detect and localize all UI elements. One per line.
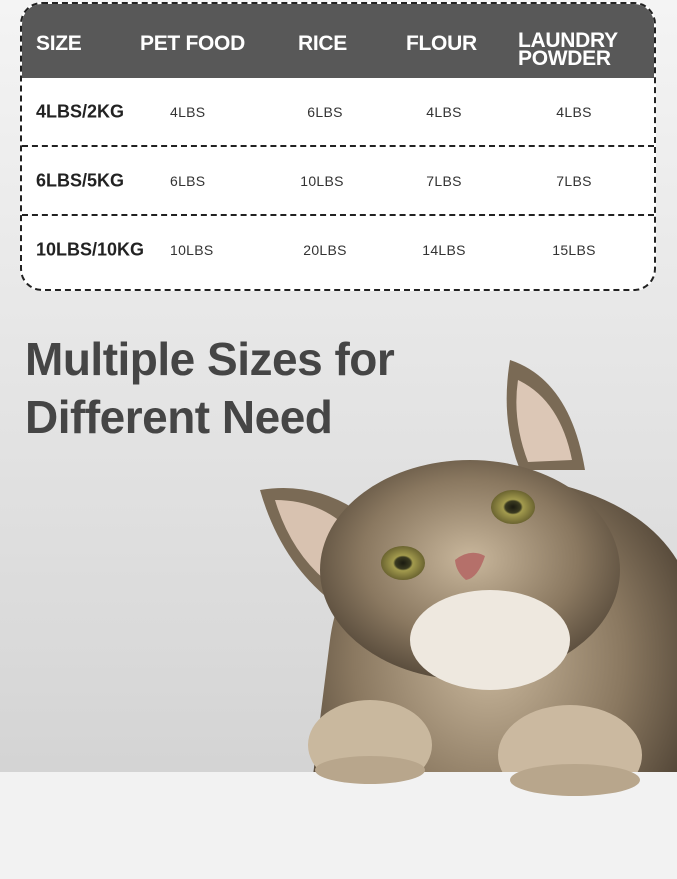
pet-food-cell: 6LBS <box>170 173 206 189</box>
header-laundry-line2: POWDER <box>518 47 611 70</box>
headline-line1: Multiple Sizes for <box>25 333 395 385</box>
headline-line2: Different Need <box>25 391 333 443</box>
pet-food-cell: 4LBS <box>170 104 206 120</box>
size-cell: 6LBS/5KG <box>36 170 125 191</box>
table-header: SIZE PET FOOD RICE FLOUR LAUNDRY POWDER <box>22 4 654 78</box>
table-row: 10LBS/10KG 10LBS 20LBS 14LBS 15LBS <box>22 214 654 284</box>
headline: Multiple Sizes for Different Need <box>25 330 395 446</box>
size-comparison-table: SIZE PET FOOD RICE FLOUR LAUNDRY POWDER … <box>20 2 656 291</box>
rice-cell: 20LBS <box>303 242 347 258</box>
table-row: 4LBS/2KG 4LBS 6LBS 4LBS 4LBS <box>22 78 654 146</box>
rice-cell: 6LBS <box>307 104 343 120</box>
flour-cell: 4LBS <box>426 104 462 120</box>
laundry-cell: 4LBS <box>556 104 592 120</box>
laundry-cell: 7LBS <box>556 173 592 189</box>
flour-cell: 14LBS <box>422 242 466 258</box>
header-pet-food: PET FOOD <box>140 32 245 55</box>
header-laundry-powder: LAUNDRY POWDER <box>518 29 618 70</box>
size-cell: 4LBS/2KG <box>36 101 125 122</box>
table-row: 6LBS/5KG 6LBS 10LBS 7LBS 7LBS <box>22 145 654 215</box>
header-laundry-line1: LAUNDRY <box>518 29 618 52</box>
laundry-cell: 15LBS <box>552 242 596 258</box>
pet-food-cell: 10LBS <box>170 242 214 258</box>
rice-cell: 10LBS <box>300 173 344 189</box>
flour-cell: 7LBS <box>426 173 462 189</box>
header-size: SIZE <box>36 32 82 55</box>
header-rice: RICE <box>298 32 347 55</box>
header-flour: FLOUR <box>406 32 477 55</box>
size-cell: 10LBS/10KG <box>36 239 145 260</box>
